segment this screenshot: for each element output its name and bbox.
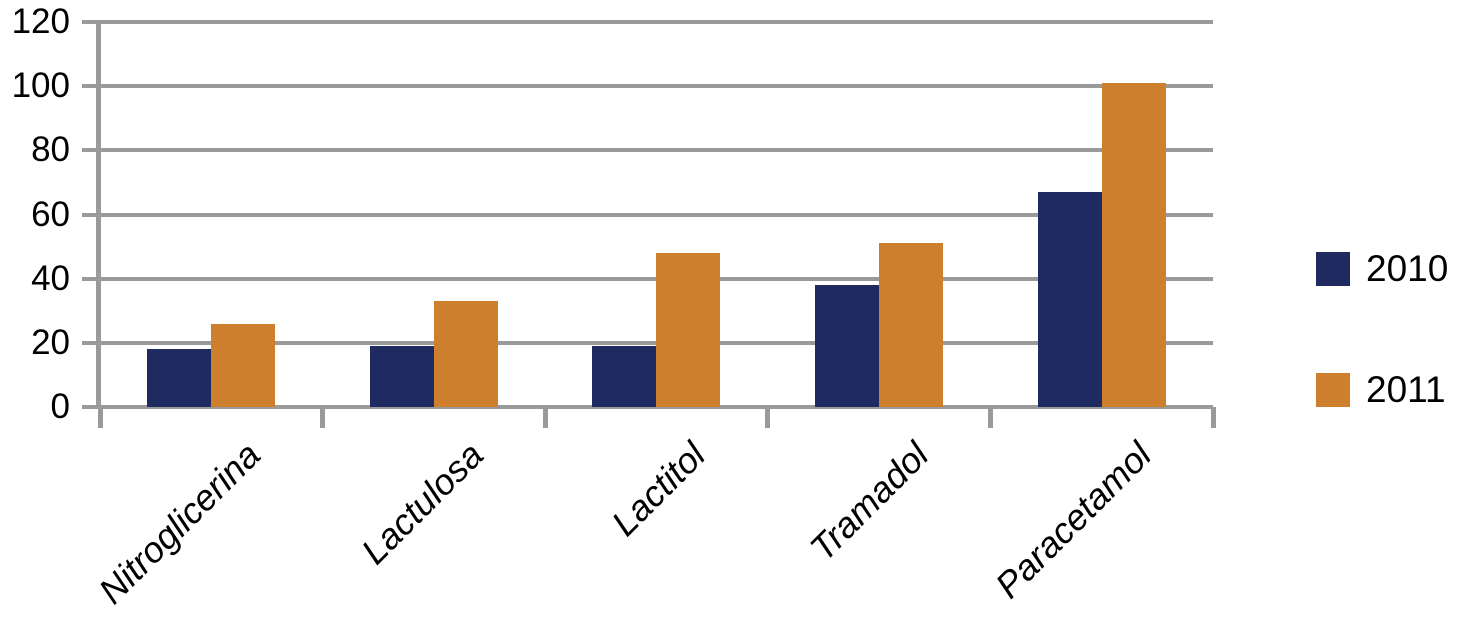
y-tick-label-80: 80 [31, 130, 70, 170]
gridline-60 [82, 212, 1213, 217]
gridline-40 [82, 276, 1213, 281]
gridline-100 [82, 84, 1213, 89]
legend: 2010 2011 [1316, 248, 1460, 411]
x-tick-2 [542, 407, 548, 428]
y-tick-label-120: 120 [11, 2, 70, 41]
x-tick-4 [987, 407, 993, 428]
category-label-lactitol: Lactitol [603, 434, 714, 544]
y-tick-label-20: 20 [31, 322, 70, 362]
bar-2011-lactitol [656, 253, 721, 407]
category-label-lactulosa: Lactulosa [352, 434, 491, 572]
gridline-120 [82, 20, 1213, 24]
legend-swatch-2010 [1316, 252, 1350, 286]
category-label-nitroglicerina: Nitroglicerina [90, 434, 269, 612]
bar-group-paracetamol [990, 22, 1213, 407]
y-tick-label-40: 40 [31, 258, 70, 298]
bar-2011-nitroglicerina [211, 323, 276, 407]
y-tick-label-0: 0 [50, 387, 70, 426]
bar-2011-lactulosa [433, 301, 498, 407]
x-tick-1 [320, 407, 326, 428]
bar-group-nitroglicerina [100, 22, 323, 407]
x-tick-5 [1210, 407, 1216, 428]
gridline-80 [82, 148, 1213, 153]
bar-2010-nitroglicerina [147, 349, 212, 407]
x-tick-3 [765, 407, 771, 428]
bar-group-tramadol [768, 22, 991, 407]
bar-2010-lactitol [592, 346, 657, 407]
category-label-paracetamol: Paracetamol [986, 434, 1159, 606]
y-tick-label-60: 60 [31, 194, 70, 234]
bar-group-lactitol [545, 22, 768, 407]
legend-item-2010: 2010 [1316, 248, 1460, 290]
x-tick-0 [97, 407, 103, 428]
bar-2010-paracetamol [1037, 192, 1102, 407]
bar-2010-tramadol [815, 285, 880, 407]
plot-area [82, 20, 1216, 428]
y-tick-label-100: 100 [11, 66, 70, 106]
legend-label-2010: 2010 [1366, 248, 1449, 289]
legend-swatch-2011 [1316, 373, 1350, 407]
category-label-tramadol: Tramadol [801, 434, 937, 569]
bar-2010-lactulosa [369, 346, 434, 407]
bar-2011-paracetamol [1101, 82, 1166, 407]
bar-group-lactulosa [323, 22, 546, 407]
bar-2011-tramadol [879, 243, 944, 407]
legend-item-2011: 2011 [1316, 369, 1460, 411]
legend-label-2011: 2011 [1366, 369, 1446, 410]
gridline-20 [82, 340, 1213, 345]
gridline-0 [82, 405, 1213, 409]
